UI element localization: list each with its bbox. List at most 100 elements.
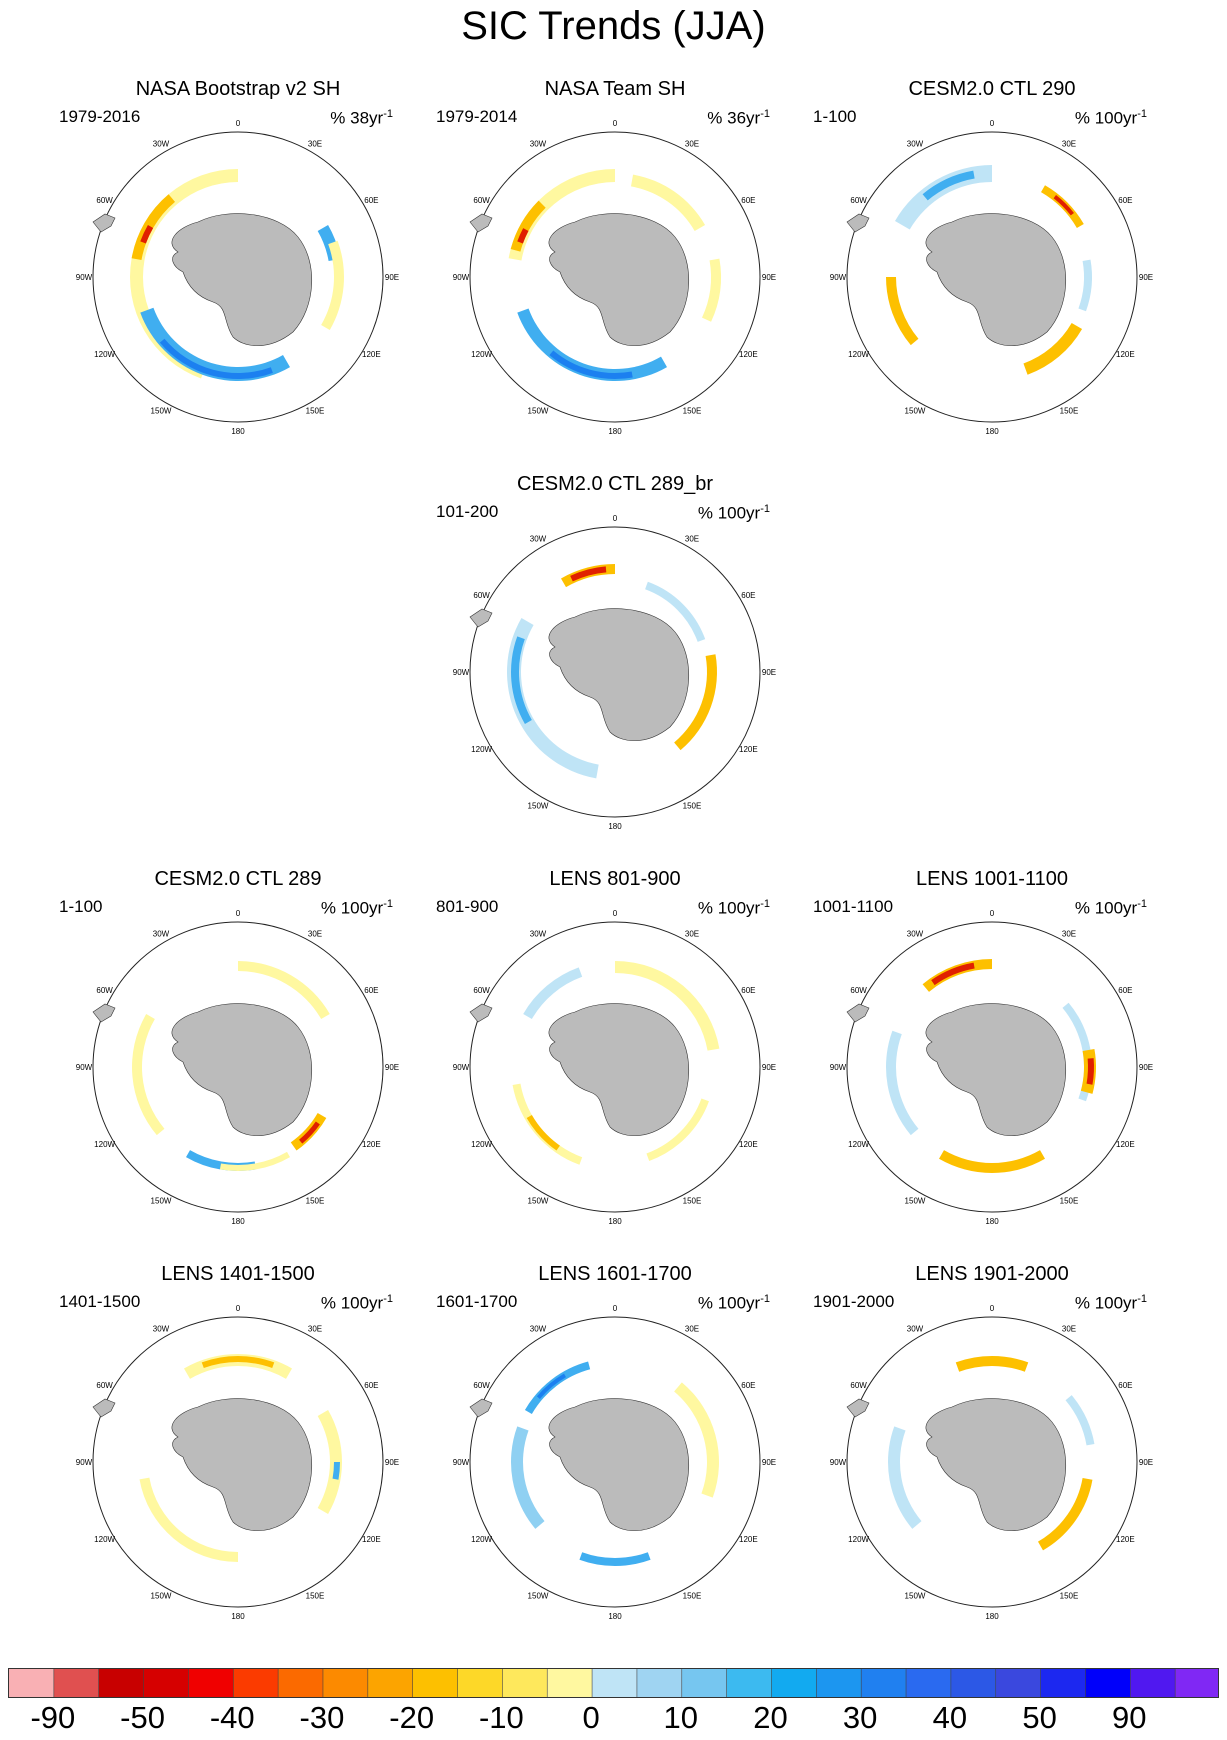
longitude-label: 90W xyxy=(830,1063,847,1072)
colorbar-swatch xyxy=(636,1669,683,1697)
longitude-label: 60E xyxy=(364,1381,378,1390)
panel-units: % 100yr-1 xyxy=(698,1289,770,1314)
trend-region xyxy=(536,1373,566,1400)
antarctica-landmass xyxy=(925,213,1067,346)
panel-title: CESM2.0 CTL 290 xyxy=(908,78,1076,100)
map-panel: LENS 1001-1100 1001-1100% 100yr-1 0 30E 60E 9… xyxy=(797,867,1187,1257)
panel-period: 1001-1100 xyxy=(813,897,894,916)
trend-region xyxy=(524,1361,591,1414)
longitude-label: 30E xyxy=(1062,1325,1076,1334)
colorbar xyxy=(8,1668,1219,1698)
units-rate: 100yr xyxy=(1094,108,1138,128)
longitude-label: 120E xyxy=(362,1535,381,1544)
colorbar-tick-label: -10 xyxy=(478,1700,524,1735)
longitude-label: 0 xyxy=(990,1304,995,1313)
trend-region xyxy=(645,581,706,642)
trend-region xyxy=(523,967,583,1019)
colorbar-tick-label: 20 xyxy=(753,1700,788,1735)
longitude-label: 30W xyxy=(530,1325,547,1334)
panel-title: CESM2.0 CTL 289 xyxy=(154,868,322,890)
polar-map: 0 30E 60E 90E 120E 150E 180 150W 120W 90W 60W 30W xyxy=(76,909,399,1226)
longitude-label: 180 xyxy=(231,1217,245,1226)
polar-map: 0 30E 60E 90E 120E 150E 180 150W 120W 90W 60W 30W xyxy=(453,119,776,436)
trend-region xyxy=(159,338,273,379)
longitude-label: 90E xyxy=(1139,273,1153,282)
longitude-label: 120W xyxy=(94,350,115,359)
trend-region xyxy=(1078,259,1092,312)
antarctica-landmass xyxy=(548,608,690,741)
trend-region xyxy=(549,350,633,379)
longitude-label: 60E xyxy=(364,986,378,995)
trend-region xyxy=(886,277,919,346)
longitude-label: 30W xyxy=(907,140,924,149)
colorbar-swatch xyxy=(1040,1669,1086,1697)
map-panel: LENS 1901-2000 1901-2000% 100yr-1 0 30E 60E 9… xyxy=(797,1262,1187,1652)
polar-map: 0 30E 60E 90E 120E 150E 180 150W 120W 90W 60W 30W xyxy=(453,1304,776,1621)
longitude-label: 150E xyxy=(1060,1591,1079,1600)
longitude-label: 60W xyxy=(96,196,113,205)
longitude-label: 150E xyxy=(306,406,325,415)
south-america-tip xyxy=(92,1003,116,1023)
units-rate: 38yr xyxy=(350,108,384,128)
colorbar-swatch xyxy=(233,1669,279,1697)
sea-ice-trend-field xyxy=(512,961,720,1165)
longitude-label: 150W xyxy=(905,1591,926,1600)
panel-title: LENS 801-900 xyxy=(549,868,681,890)
panel-title: CESM2.0 CTL 289_br xyxy=(516,473,713,495)
map-panel: NASA Team SH 1979-2014% 36yr-1 0 30E 60E 90E 1… xyxy=(420,77,810,467)
colorbar-swatch xyxy=(726,1669,772,1697)
longitude-label: 150W xyxy=(151,1196,172,1205)
units-rate: 100yr xyxy=(717,898,761,918)
units-prefix: % xyxy=(1074,108,1095,128)
longitude-label: 30E xyxy=(685,140,699,149)
longitude-label: 90E xyxy=(762,1458,776,1467)
trend-region xyxy=(674,654,717,751)
colorbar-swatch xyxy=(322,1669,369,1697)
south-america-tip xyxy=(92,213,116,233)
longitude-label: 180 xyxy=(985,1612,999,1621)
trend-region xyxy=(517,308,667,381)
longitude-label: 90W xyxy=(453,1063,470,1072)
south-america-tip xyxy=(846,213,870,233)
longitude-label: 60W xyxy=(473,1381,490,1390)
panel-units: % 100yr-1 xyxy=(1075,894,1147,919)
trend-region xyxy=(1053,195,1074,216)
units-prefix: % xyxy=(697,1293,718,1313)
longitude-label: 90E xyxy=(1139,1063,1153,1072)
units-exponent: -1 xyxy=(760,898,770,910)
longitude-label: 180 xyxy=(608,1217,622,1226)
polar-map: 0 30E 60E 90E 120E 150E 180 150W 120W 90W 60W 30W xyxy=(453,514,776,831)
longitude-label: 30W xyxy=(907,930,924,939)
sea-ice-trend-field xyxy=(132,961,330,1171)
units-prefix: % xyxy=(707,108,728,128)
panel-period: 1979-2014 xyxy=(436,107,518,126)
panel-units: % 38yr-1 xyxy=(330,104,393,129)
units-exponent: -1 xyxy=(760,503,770,515)
longitude-label: 60W xyxy=(96,1381,113,1390)
trend-region xyxy=(332,1462,340,1480)
south-america-tip xyxy=(469,213,493,233)
polar-map: 0 30E 60E 90E 120E 150E 180 150W 120W 90W 60W 30W xyxy=(76,119,399,436)
longitude-label: 120E xyxy=(1116,1140,1135,1149)
longitude-label: 30W xyxy=(530,140,547,149)
panel-title: NASA Team SH xyxy=(544,78,686,100)
panel-units: % 100yr-1 xyxy=(321,894,393,919)
colorbar-swatch xyxy=(188,1669,234,1697)
units-exponent: -1 xyxy=(1137,108,1147,120)
trend-region xyxy=(507,618,599,779)
units-prefix: % xyxy=(320,1293,341,1313)
units-rate: 100yr xyxy=(1094,898,1138,918)
longitude-label: 150W xyxy=(528,1196,549,1205)
sea-ice-trend-field xyxy=(139,1354,342,1562)
trend-region xyxy=(886,1030,919,1136)
longitude-label: 30E xyxy=(1062,930,1076,939)
longitude-label: 150W xyxy=(528,801,549,810)
trend-region xyxy=(321,240,344,330)
longitude-label: 120E xyxy=(362,1140,381,1149)
colorbar-swatch xyxy=(1085,1669,1131,1697)
panel-period: 1401-1500 xyxy=(59,1292,141,1311)
panel-period: 1-100 xyxy=(59,897,103,916)
colorbar-swatch xyxy=(53,1669,100,1697)
longitude-label: 60W xyxy=(473,196,490,205)
panel-units: % 100yr-1 xyxy=(698,499,770,524)
